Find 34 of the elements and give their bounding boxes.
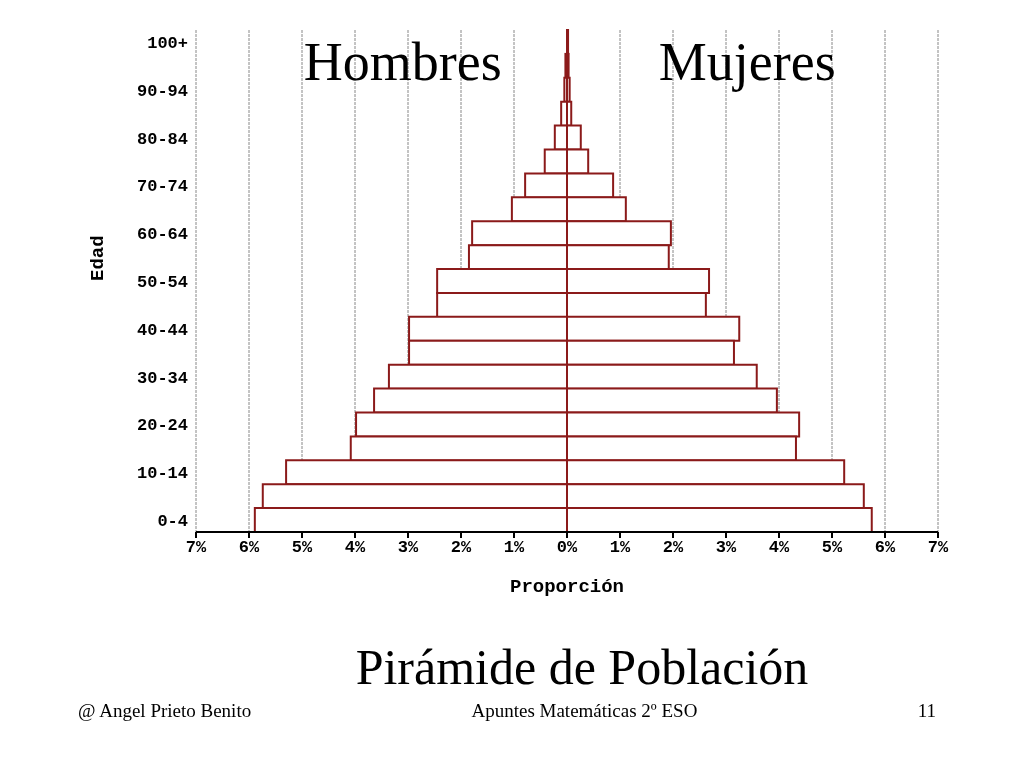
x-tick-label: 4% — [344, 538, 366, 558]
x-tick-label: 3% — [715, 538, 737, 558]
x-tick-label: 4% — [768, 538, 790, 558]
y-tick-label: 100+ — [147, 33, 188, 53]
text: 11 — [917, 700, 936, 722]
y-tick-label: 80-84 — [136, 129, 188, 149]
x-tick-label: 3% — [397, 538, 419, 558]
text: @ Angel Prieto Benito — [78, 700, 252, 722]
y-tick-label: 40-44 — [136, 320, 188, 340]
y-tick-label: 0-4 — [157, 512, 188, 532]
y-tick-label: 70-74 — [136, 177, 188, 197]
x-tick-label: 6% — [238, 538, 260, 558]
y-tick-label: 90-94 — [136, 81, 188, 101]
y-axis-title: Edad — [86, 235, 109, 281]
series-label: Hombres — [303, 32, 502, 92]
x-tick-label: 5% — [821, 538, 843, 558]
x-tick-label: 0% — [556, 538, 578, 558]
x-tick-label: 2% — [662, 538, 684, 558]
series-label: Mujeres — [658, 32, 836, 92]
x-tick-label: 1% — [609, 538, 631, 558]
text: Pirámide de Población — [354, 638, 810, 696]
x-tick-label: 5% — [291, 538, 313, 558]
x-tick-label: 7% — [185, 538, 207, 558]
text: Apuntes Matemáticas 2º ESO — [471, 700, 698, 722]
y-tick-label: 60-64 — [136, 225, 188, 245]
y-tick-label: 50-54 — [136, 273, 188, 293]
x-tick-label: 2% — [450, 538, 472, 558]
y-tick-label: 20-24 — [136, 416, 188, 436]
x-axis-title: Proporción — [509, 576, 625, 598]
y-tick-label: 10-14 — [136, 464, 188, 484]
x-tick-label: 7% — [927, 538, 949, 558]
x-tick-label: 1% — [503, 538, 525, 558]
y-tick-label: 30-34 — [136, 368, 188, 388]
x-tick-label: 6% — [874, 538, 896, 558]
